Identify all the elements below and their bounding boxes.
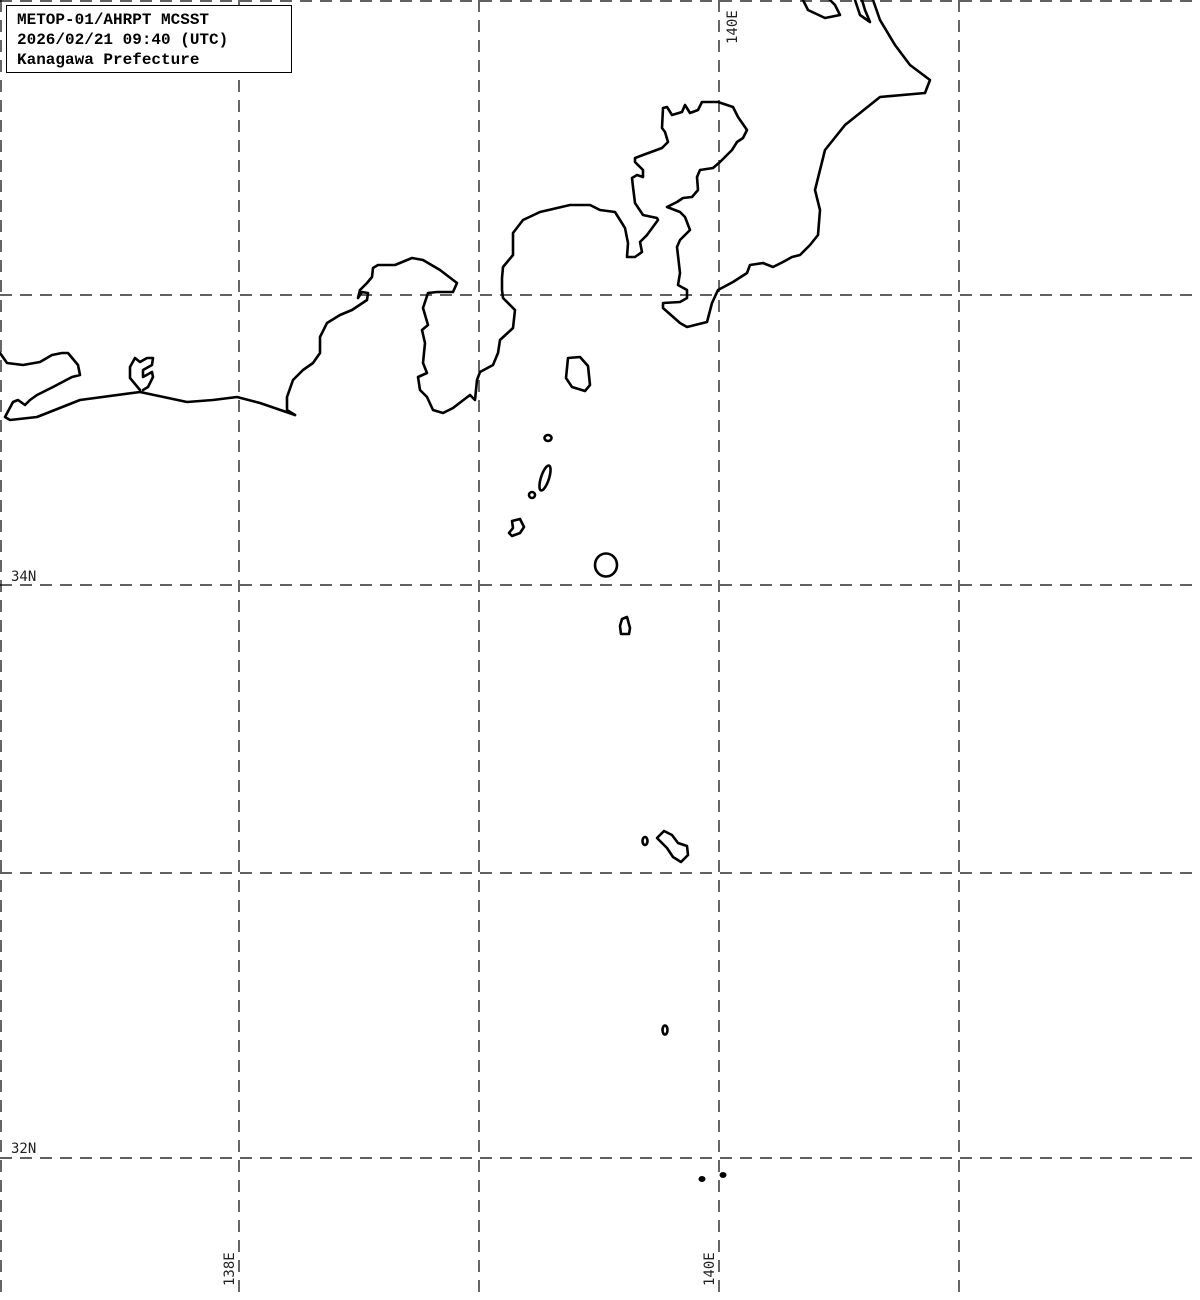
longitude-label-140e-top: 140E: [725, 10, 741, 44]
island-miyakejima: [593, 552, 619, 578]
island: [507, 517, 526, 538]
island: [641, 835, 649, 847]
satellite-product-title: METOP-01/AHRPT MCSST: [17, 11, 210, 29]
observation-datetime: 2026/02/21 09:40 (UTC): [17, 31, 229, 49]
island-mikurajima: [618, 615, 632, 636]
coastline-lake-north: [801, 0, 842, 20]
longitude-label-138e: 138E: [222, 1252, 238, 1286]
region-name: Kanagawa Prefecture: [17, 51, 200, 69]
coastline-lake-hamana: [128, 356, 155, 392]
grid-labels: 34N 32N 138E 140E 140E: [11, 10, 741, 1286]
island: [538, 464, 552, 492]
latitude-label-34n: 34N: [11, 569, 36, 585]
island-hachijojima: [655, 829, 690, 864]
island: [719, 1172, 727, 1178]
coastline-suruga-izu-sagami: [285, 0, 932, 417]
longitude-label-140e-bottom: 140E: [702, 1252, 718, 1286]
island: [543, 433, 553, 443]
island: [698, 1176, 706, 1182]
island: [527, 490, 537, 500]
coastline-west: [0, 351, 297, 422]
title-box: METOP-01/AHRPT MCSST 2026/02/21 09:40 (U…: [6, 5, 292, 73]
latitude-label-32n: 32N: [11, 1141, 36, 1157]
island-oshima: [564, 355, 592, 393]
islands: [507, 355, 727, 1182]
coastline-lake-north-2: [853, 0, 872, 24]
coastline: [0, 0, 932, 422]
island: [661, 1024, 669, 1036]
